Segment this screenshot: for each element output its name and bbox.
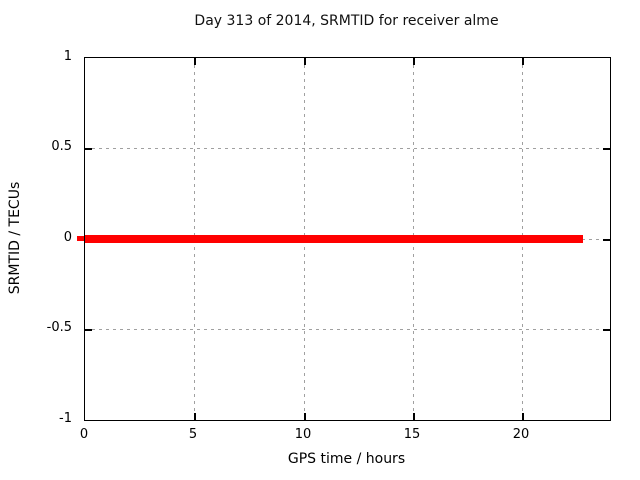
gridline-horizontal-0.5 [85,148,610,149]
xtick-label-10: 10 [294,427,312,442]
xtick-label-15: 15 [403,427,421,442]
ytick-label--1: -1 [59,411,72,426]
gridline-horizontal--0.5 [85,329,610,330]
ytick-right--0.5 [603,329,610,331]
ytick-right-0 [603,239,610,241]
series-srmtid-line [85,235,583,243]
ytick-label-0: 0 [63,230,72,245]
zero-level-red-tick [77,236,84,241]
xtick-top-15 [413,58,415,65]
xtick-bottom-20 [522,413,524,420]
xtick-top-5 [194,58,196,65]
ytick-label--0.5: -0.5 [46,320,72,335]
y-axis-title: SRMTID / TECUs [7,181,23,295]
xtick-bottom-10 [304,413,306,420]
xtick-bottom-15 [413,413,415,420]
ytick-label-1: 1 [63,49,72,64]
ytick-left-0.5 [85,148,92,150]
plot-area [84,57,611,421]
xtick-top-10 [304,58,306,65]
ytick-label-0.5: 0.5 [51,139,72,154]
xtick-bottom-5 [194,413,196,420]
xtick-top-20 [522,58,524,65]
ytick-left--0.5 [85,329,92,331]
xtick-label-0: 0 [79,427,89,442]
chart-title: Day 313 of 2014, SRMTID for receiver alm… [194,13,499,29]
xtick-label-5: 5 [188,427,198,442]
ytick-right-0.5 [603,148,610,150]
x-axis-title: GPS time / hours [287,451,406,467]
xtick-label-20: 20 [512,427,530,442]
